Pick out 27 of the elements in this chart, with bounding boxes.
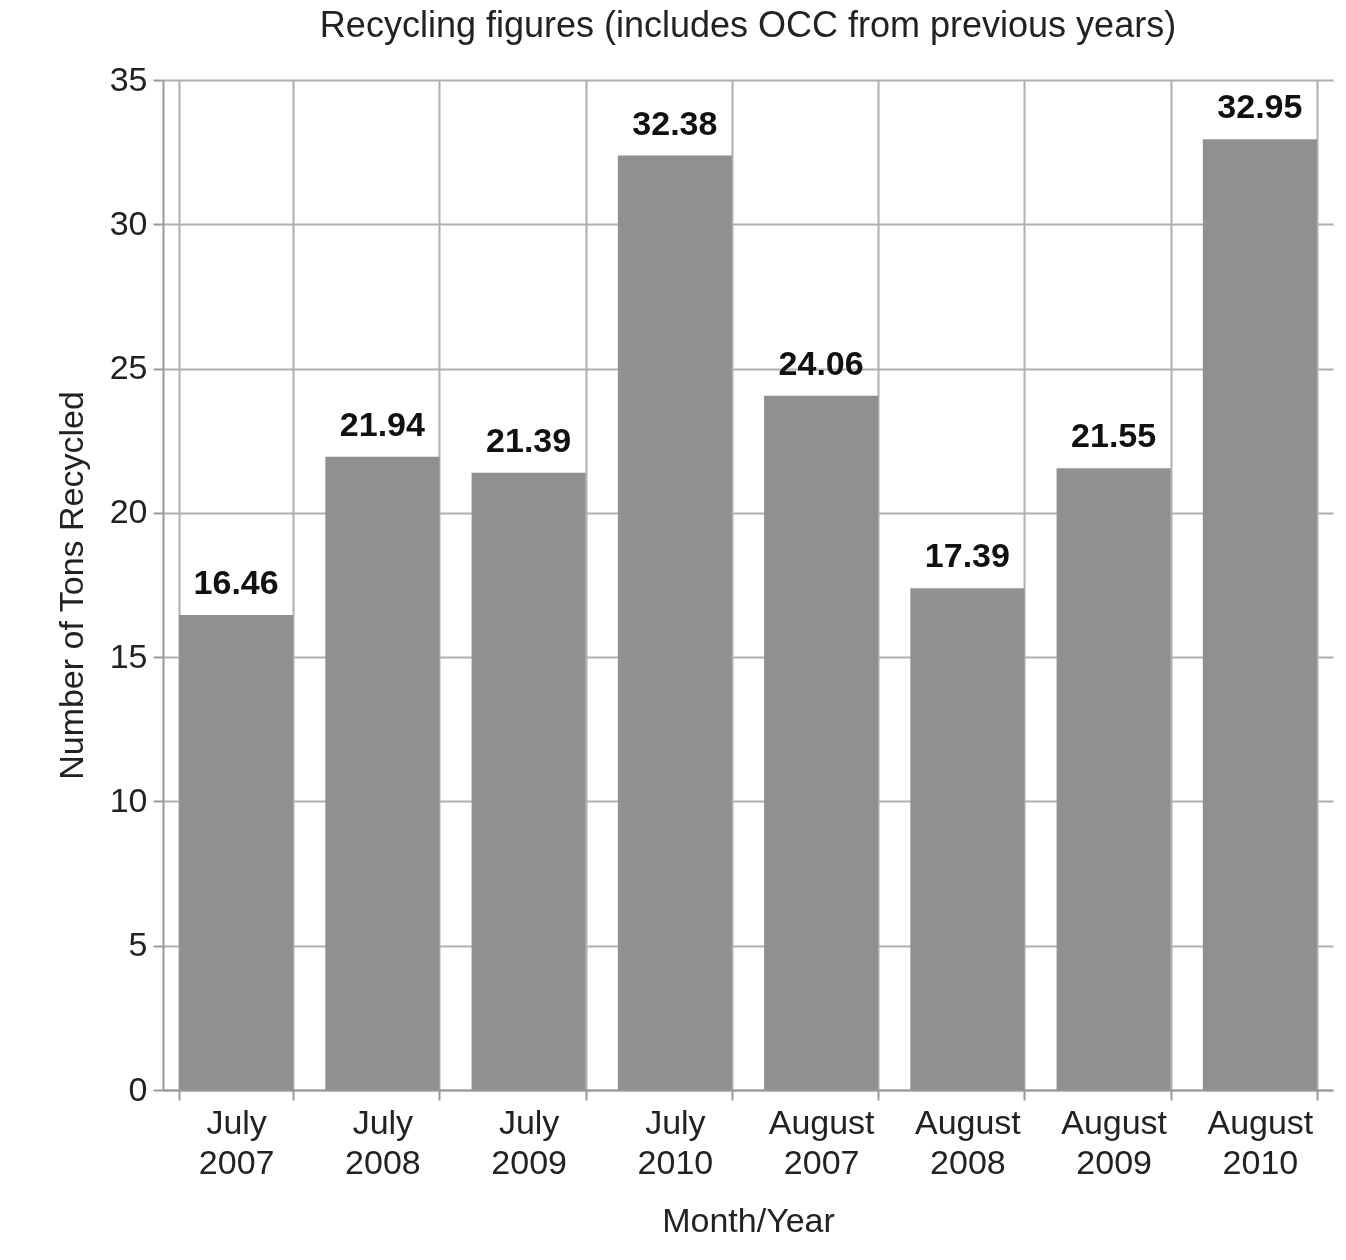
chart-title: Recycling figures (includes OCC from previous years)	[319, 4, 1177, 45]
y-tick-label: 15	[109, 636, 148, 675]
data-label: 17.39	[924, 536, 1010, 575]
x-tick-label: August 2010	[1207, 1102, 1314, 1181]
y-tick-label: 0	[128, 1069, 148, 1108]
x-tick-label: July 2010	[637, 1102, 714, 1181]
x-tick-label: August 2007	[768, 1102, 876, 1181]
y-axis-title: Number of Tons Recycled	[51, 391, 90, 780]
x-tick-label: August 2008	[914, 1102, 1022, 1181]
y-tick-label: 30	[109, 203, 148, 242]
x-tick-label: August 2009	[1061, 1102, 1168, 1181]
data-label: 32.95	[1217, 87, 1303, 126]
y-tick-label: 5	[128, 925, 148, 964]
x-tick-label: July 2007	[198, 1102, 275, 1181]
data-label: 24.06	[778, 343, 864, 382]
x-axis-title: Month/Year	[662, 1200, 835, 1239]
data-label: 21.39	[486, 420, 572, 459]
y-tick-label: 20	[109, 492, 148, 531]
y-tick-label: 10	[109, 780, 148, 819]
y-tick-label: 25	[109, 348, 148, 387]
data-label: 21.94	[339, 404, 425, 443]
x-tick-label: July 2008	[345, 1102, 421, 1181]
data-label: 21.55	[1071, 416, 1157, 455]
x-tick-label: July 2009	[491, 1102, 567, 1181]
data-label: 32.38	[632, 103, 718, 142]
y-tick-label: 35	[109, 59, 148, 98]
data-label: 16.46	[193, 563, 279, 602]
